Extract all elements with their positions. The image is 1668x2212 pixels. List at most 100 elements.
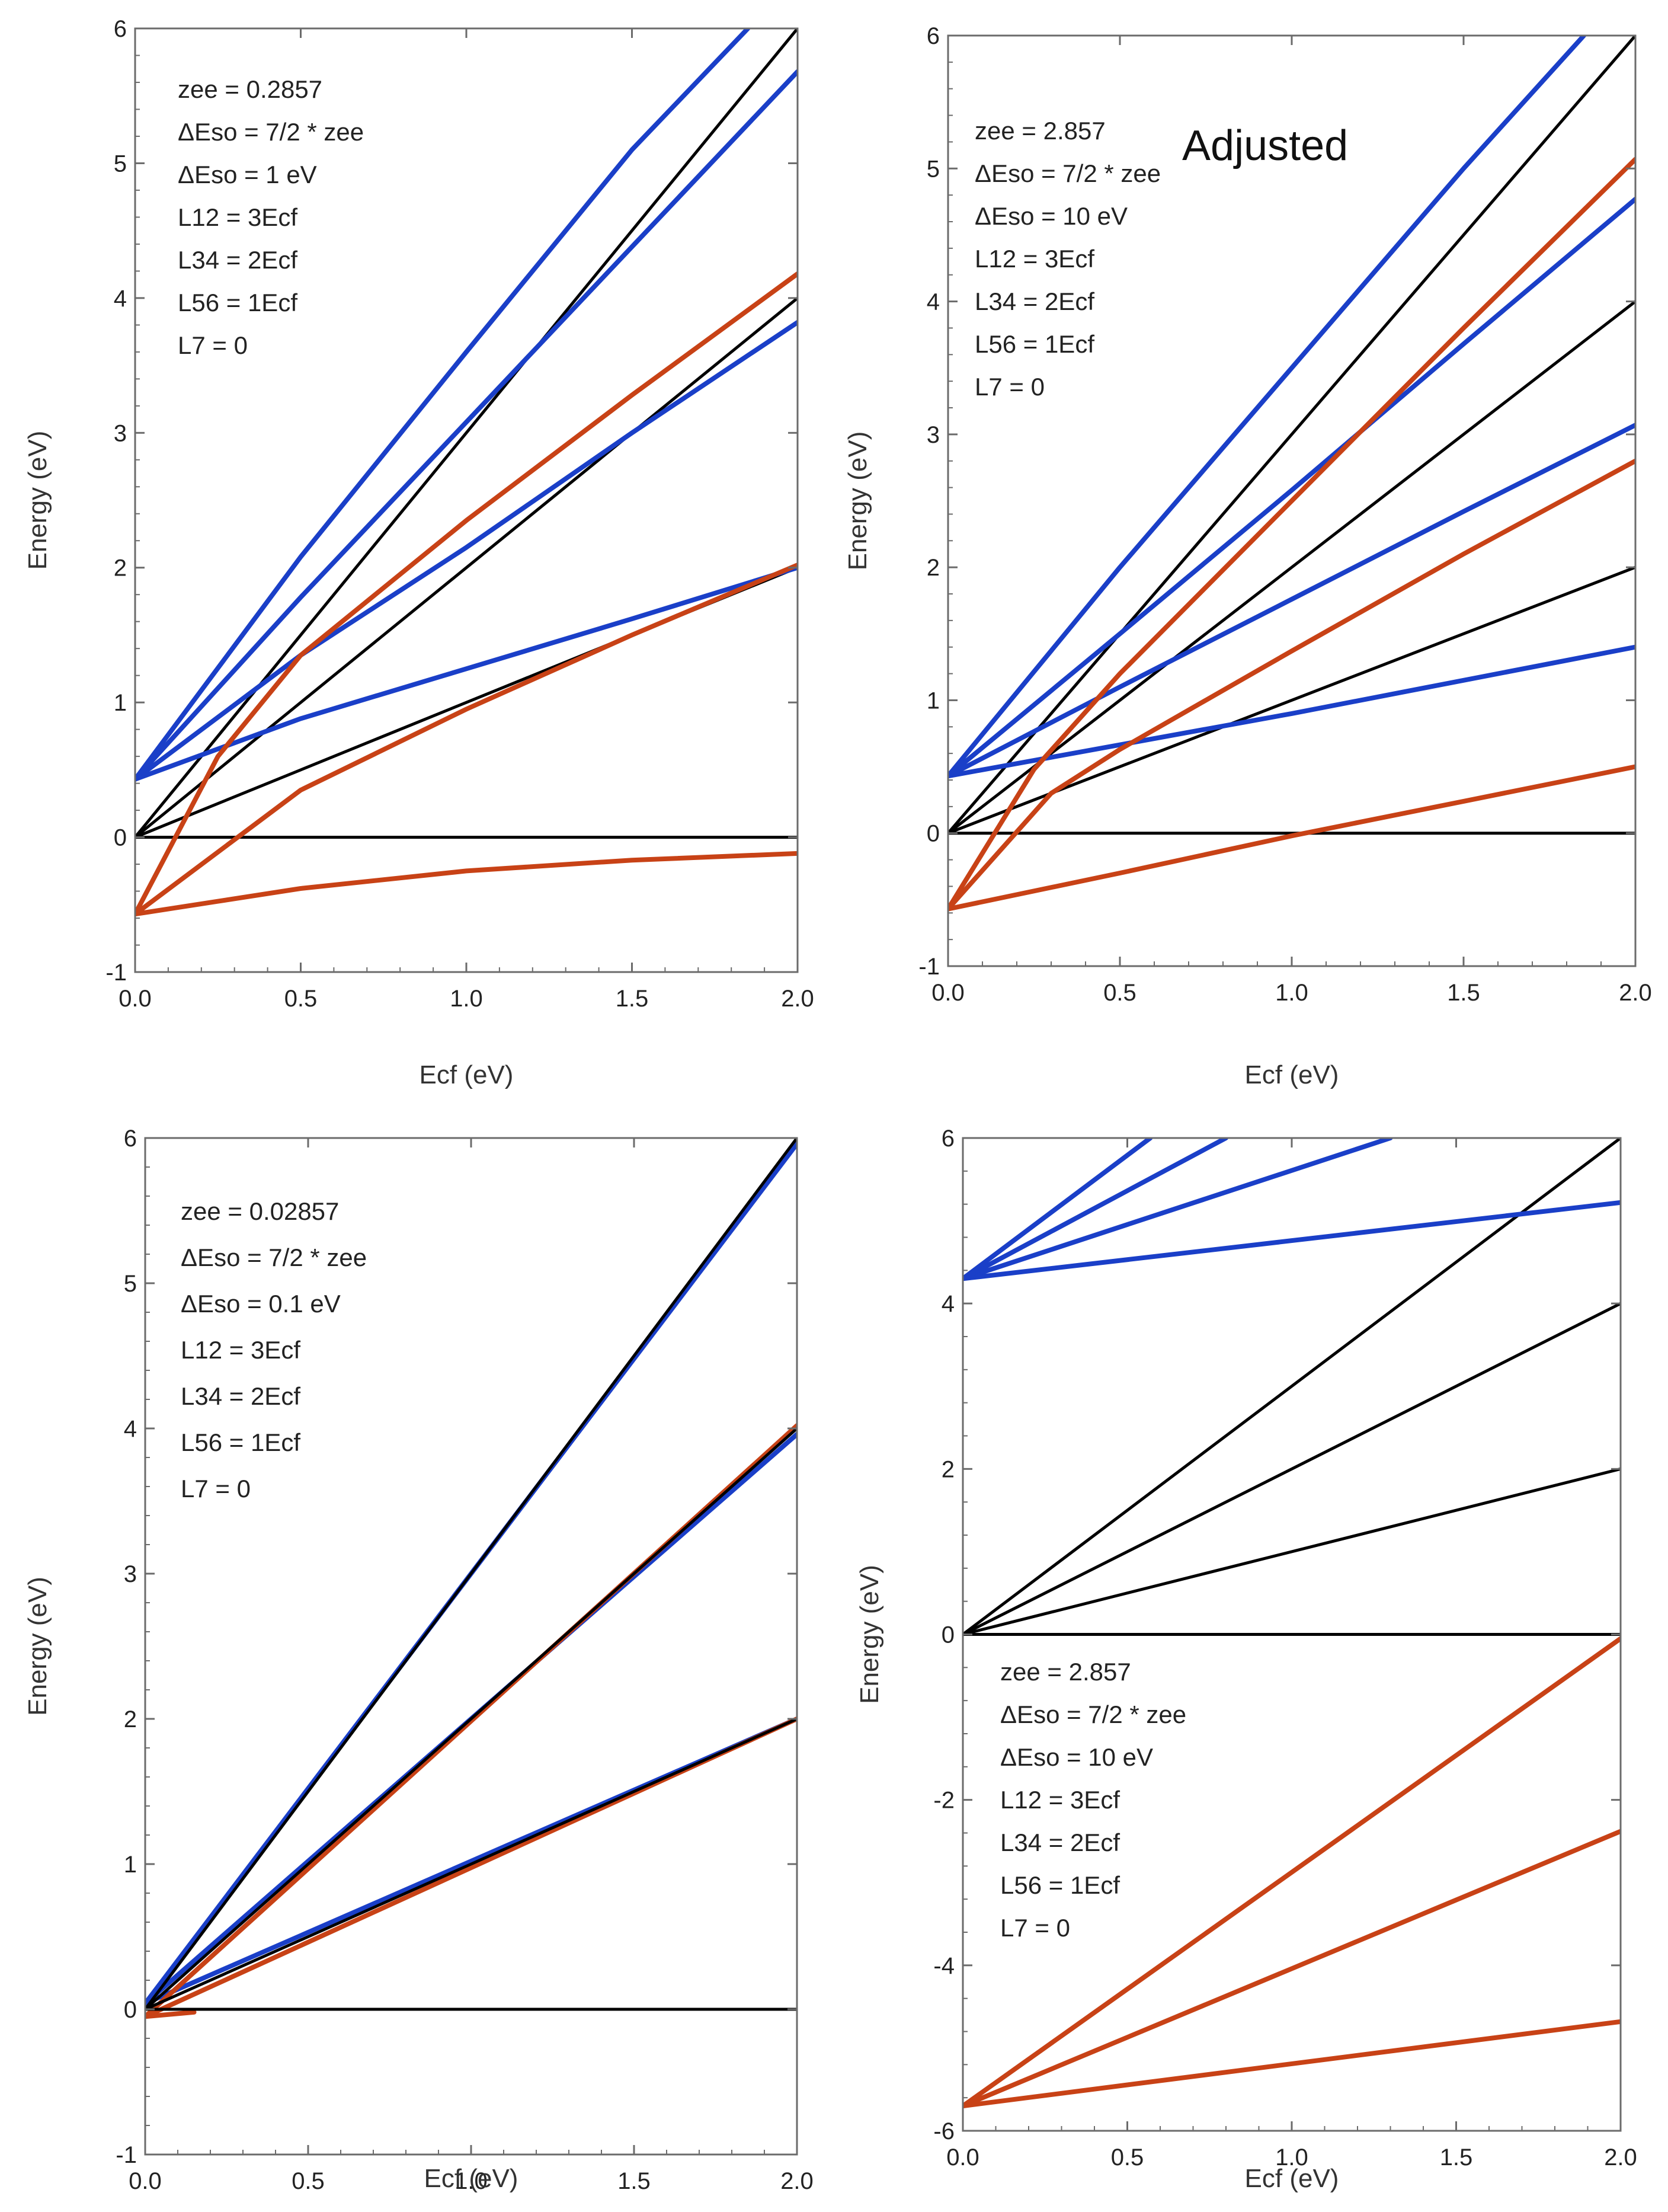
y-tick-label: 3	[114, 420, 127, 446]
series-line-blue-2	[948, 423, 1635, 779]
y-tick-label: -1	[116, 2142, 137, 2168]
x-tick-label: 2.0	[1619, 980, 1652, 1006]
y-tick-label: 5	[124, 1271, 137, 1297]
y-tick-label: 4	[942, 1291, 955, 1317]
series-line-blue-3	[135, 69, 798, 782]
x-axis-label: Ecf (eV)	[420, 1060, 514, 1089]
x-tick-label: 0.5	[292, 2168, 325, 2194]
x-tick-label: 0.5	[1111, 2144, 1144, 2171]
series-line-black-L56	[145, 1717, 797, 2011]
y-tick-label: 0	[114, 825, 127, 851]
series-line-black-L12	[948, 36, 1635, 835]
y-tick-label: 4	[114, 286, 127, 312]
series-group	[948, 36, 1635, 912]
x-tick-label: 1.0	[1275, 2144, 1308, 2171]
annotation-line: ΔEso = 10 eV	[1000, 1743, 1153, 1771]
annotation-line: L56 = 1Ecf	[178, 289, 297, 317]
y-tick-label: 2	[114, 555, 127, 581]
chart-panel-4: 0.0 0.5 1.0 1.5 2.0 -6 -4 -2 0 2 4 6 Ecf (eV) Energy …	[855, 1126, 1637, 2193]
y-tick-label: 0	[942, 1622, 955, 1648]
y-tick-label: 4	[927, 289, 940, 315]
annotation-line: L56 = 1Ecf	[181, 1428, 300, 1456]
y-tick-label: 0	[124, 1997, 137, 2023]
y-axis-label: Energy (eV)	[855, 1565, 884, 1704]
series-line-red-2	[948, 458, 1635, 912]
annotation-line: ΔEso = 7/2 * zee	[1000, 1700, 1186, 1728]
y-tick-label: 6	[927, 23, 940, 49]
series-line-red-2	[135, 562, 798, 917]
panels-container: 0.0 0.5 1.0 1.5 2.0 -1 0 1 2 3 4 5 6 Ecf (eV) Energy (…	[23, 16, 1652, 2194]
series-line-blue-4	[948, 36, 1586, 779]
chart-panel-3: 0.0 0.5 1.0 1.5 2.0 -1 0 1 2 3 4 5 6 Ecf (eV) Energy (…	[23, 1126, 814, 2194]
x-tick-label: 1.0	[450, 986, 483, 1012]
x-tick-label: 1.5	[1447, 980, 1480, 1006]
x-tick-label: 0.5	[1103, 980, 1136, 1006]
y-tick-label: -6	[933, 2118, 955, 2144]
y-tick-label: 1	[114, 690, 127, 716]
annotation-line: L12 = 3Ecf	[181, 1336, 300, 1364]
x-tick-label: 2.0	[781, 986, 814, 1012]
annotation-line: L7 = 0	[178, 331, 248, 359]
annotation-line: L7 = 0	[181, 1475, 251, 1503]
chart-panel-2: 0.0 0.5 1.0 1.5 2.0 -1 0 1 2 3 4 5 6 Ecf (eV) Energy (…	[843, 23, 1652, 1089]
series-line-red-1	[145, 2009, 197, 2019]
y-tick-label: 1	[124, 1852, 137, 1878]
y-tick-label: 2	[124, 1706, 137, 1732]
annotation-line: ΔEso = 0.1 eV	[181, 1290, 341, 1318]
x-tick-label: 1.5	[1440, 2144, 1473, 2171]
series-line-black-L56	[963, 1467, 1621, 1636]
series-line-blue-1	[963, 1200, 1621, 1281]
y-axis-label: Energy (eV)	[23, 1577, 52, 1716]
x-tick-label: 0.5	[284, 986, 318, 1012]
series-line-blue-4	[135, 28, 751, 782]
series-line-blue-3	[948, 196, 1635, 779]
x-tick-label: 1.5	[616, 986, 649, 1012]
series-line-blue-3	[963, 1138, 1228, 1281]
y-tick-label: -4	[933, 1953, 955, 1979]
annotation-line: L7 = 0	[1000, 1914, 1070, 1942]
series-line-black-L12	[135, 28, 798, 839]
annotation-line: L34 = 2Ecf	[1000, 1829, 1120, 1856]
y-tick-label: -2	[933, 1788, 955, 1814]
chart-panel-1: 0.0 0.5 1.0 1.5 2.0 -1 0 1 2 3 4 5 6 Ecf (eV) Energy (…	[23, 16, 814, 1089]
series-line-black-L34	[963, 1302, 1621, 1636]
annotation-line: ΔEso = 1 eV	[178, 161, 317, 188]
y-tick-label: 3	[927, 422, 940, 448]
series-line-red-1	[963, 2019, 1621, 2109]
series-line-black-L12	[145, 1138, 797, 2011]
x-tick-label: 0.0	[129, 2168, 162, 2194]
y-axis-label: Energy (eV)	[23, 431, 52, 570]
series-line-red-3	[135, 271, 798, 917]
x-tick-label: 0.0	[946, 2144, 979, 2171]
x-tick-label: 0.0	[119, 986, 152, 1012]
y-tick-label: 6	[124, 1126, 137, 1152]
y-tick-label: 0	[927, 821, 940, 847]
series-line-blue-1	[948, 644, 1635, 779]
y-tick-label: -1	[918, 954, 940, 980]
y-tick-label: 4	[124, 1416, 137, 1442]
y-tick-label: 2	[927, 555, 940, 581]
series-line-red-1	[948, 764, 1635, 912]
annotation-line: L34 = 2Ecf	[181, 1382, 300, 1410]
series-line-black-L56	[948, 565, 1635, 835]
series-line-blue-4	[963, 1138, 1153, 1281]
annotation-line: ΔEso = 7/2 * zee	[975, 159, 1161, 187]
y-tick-label: 3	[124, 1561, 137, 1587]
y-tick-label: 5	[114, 151, 127, 177]
y-axis-label: Energy (eV)	[843, 431, 872, 571]
series-line-red-3	[948, 156, 1635, 912]
series-line-red-2	[963, 1829, 1621, 2109]
x-tick-label: 1.5	[617, 2168, 651, 2194]
x-tick-label: 2.0	[1604, 2144, 1637, 2171]
annotation-line: zee = 2.857	[975, 117, 1106, 145]
series-line-blue-1	[135, 565, 798, 782]
series-line-blue-2	[963, 1138, 1393, 1281]
y-tick-label: 1	[927, 688, 940, 714]
series-group	[135, 28, 798, 917]
x-tick-label: 2.0	[780, 2168, 814, 2194]
annotation-line: L12 = 3Ecf	[975, 245, 1094, 273]
series-group	[963, 1138, 1621, 2109]
series-line-black-L34	[145, 1427, 797, 2011]
annotation-line: zee = 2.857	[1000, 1658, 1131, 1686]
